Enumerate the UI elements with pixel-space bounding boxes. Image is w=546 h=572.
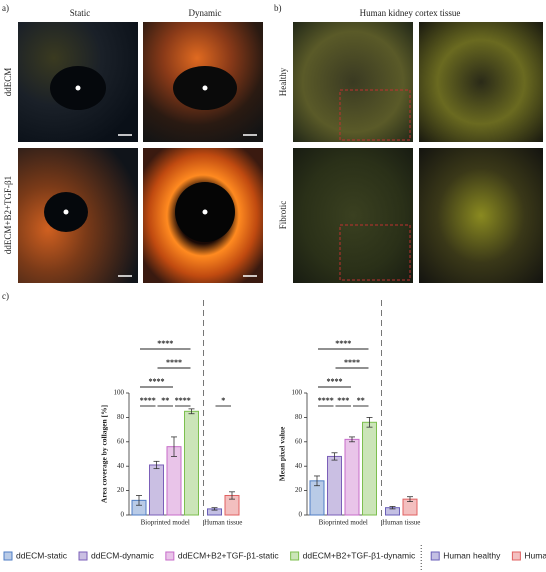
y-tick-label: 20 bbox=[117, 486, 125, 494]
significance-label: **** bbox=[318, 396, 334, 405]
significance-label: **** bbox=[166, 358, 182, 367]
y-tick-label: 80 bbox=[295, 413, 303, 421]
error-bar bbox=[188, 408, 195, 415]
error-bar bbox=[153, 460, 160, 470]
bar bbox=[327, 455, 342, 516]
legend-swatch bbox=[430, 551, 440, 561]
micrograph bbox=[293, 22, 413, 142]
error-bar bbox=[366, 416, 373, 428]
bar bbox=[344, 438, 360, 516]
y-tick-label: 100 bbox=[292, 389, 303, 397]
y-tick-label: 0 bbox=[299, 511, 303, 519]
significance-label: **** bbox=[335, 339, 351, 348]
column-label: Static bbox=[70, 8, 91, 18]
legend-label: ddECM+B2+TGF-β1-static bbox=[178, 550, 280, 560]
legend-label: Human healthy bbox=[443, 550, 501, 560]
significance-label: *** bbox=[337, 396, 349, 405]
y-axis-label: Mean pixel value bbox=[278, 426, 287, 481]
y-tick-label: 40 bbox=[117, 462, 125, 470]
legend-swatch bbox=[290, 551, 300, 561]
y-tick-label: 40 bbox=[295, 462, 303, 470]
micrograph bbox=[419, 22, 543, 142]
row-label: ddECM+B2+TGF-β1 bbox=[3, 176, 13, 254]
row-label: Fibrotic bbox=[278, 201, 288, 230]
micrograph bbox=[419, 148, 543, 283]
x-tick-label: Human tissue bbox=[204, 519, 242, 527]
x-tick-label: Bioprinted model bbox=[141, 519, 190, 527]
legend-swatch bbox=[78, 551, 88, 561]
legend-swatch bbox=[3, 551, 13, 561]
bar bbox=[166, 446, 182, 516]
x-tick-label: Human tissue bbox=[382, 519, 420, 527]
significance-label: ** bbox=[161, 396, 169, 405]
panel-label: a) bbox=[2, 3, 9, 13]
y-tick-label: 20 bbox=[295, 486, 303, 494]
significance-label: **** bbox=[175, 396, 191, 405]
panel-label: b) bbox=[274, 3, 282, 13]
panel-title: Human kidney cortex tissue bbox=[360, 8, 461, 18]
significance-label: * bbox=[221, 396, 225, 405]
error-bar bbox=[349, 436, 355, 443]
row-label: Healthy bbox=[278, 67, 288, 96]
legend-label: Human fibrotic bbox=[524, 550, 546, 560]
y-tick-label: 80 bbox=[117, 413, 125, 421]
significance-label: ** bbox=[357, 396, 365, 405]
error-bar bbox=[211, 507, 218, 511]
significance-label: **** bbox=[327, 377, 343, 386]
micrograph bbox=[293, 148, 413, 283]
significance-label: **** bbox=[157, 339, 173, 348]
error-bar bbox=[389, 506, 396, 510]
significance-label: **** bbox=[344, 358, 360, 367]
bar bbox=[149, 464, 164, 516]
asterisks bbox=[63, 85, 208, 215]
error-bar bbox=[229, 491, 235, 500]
error-bar bbox=[331, 452, 338, 461]
inset-box bbox=[339, 224, 411, 281]
error-bar bbox=[136, 495, 142, 506]
legend-label: ddECM+B2+TGF-β1-dynamic bbox=[303, 550, 416, 560]
column-label: Dynamic bbox=[189, 8, 222, 18]
y-axis-label: Area coverage by collagen [%] bbox=[100, 405, 109, 503]
x-tick-label: Bioprinted model bbox=[319, 519, 368, 527]
legend-label: ddECM-static bbox=[16, 550, 68, 560]
error-bar bbox=[407, 496, 413, 502]
legend-label: ddECM-dynamic bbox=[91, 550, 155, 560]
y-tick-label: 0 bbox=[121, 511, 125, 519]
inset-box bbox=[339, 89, 411, 141]
bar bbox=[184, 410, 199, 516]
error-bar bbox=[171, 436, 177, 457]
significance-label: **** bbox=[140, 396, 156, 405]
y-tick-label: 100 bbox=[114, 389, 125, 397]
y-tick-label: 60 bbox=[295, 437, 303, 445]
error-bar bbox=[314, 475, 320, 487]
legend-swatch bbox=[511, 551, 521, 561]
significance-label: **** bbox=[149, 377, 165, 386]
row-label: ddECM bbox=[3, 68, 13, 97]
panel-label: c) bbox=[2, 291, 9, 301]
legend-swatch bbox=[165, 551, 175, 561]
bar bbox=[362, 421, 377, 516]
y-tick-label: 60 bbox=[117, 437, 125, 445]
